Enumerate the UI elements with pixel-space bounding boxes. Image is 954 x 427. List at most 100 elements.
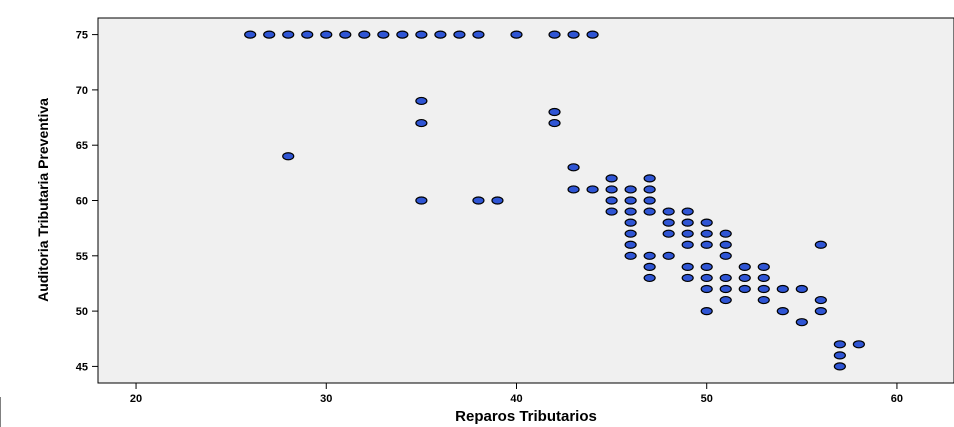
x-axis: 20 30 40 50 60 bbox=[130, 383, 903, 405]
x-tick-label: 40 bbox=[510, 393, 522, 405]
data-point bbox=[681, 240, 694, 249]
data-point bbox=[719, 295, 732, 305]
data-point bbox=[643, 196, 656, 205]
data-point bbox=[814, 307, 827, 316]
data-point bbox=[814, 295, 827, 305]
data-point bbox=[757, 295, 770, 305]
data-point bbox=[738, 262, 751, 271]
data-point bbox=[700, 262, 713, 271]
data-point bbox=[548, 118, 561, 128]
data-point bbox=[491, 196, 504, 205]
data-point bbox=[624, 196, 637, 205]
data-point bbox=[548, 107, 561, 117]
data-point bbox=[643, 174, 656, 183]
data-point bbox=[700, 284, 713, 294]
data-point bbox=[624, 185, 637, 194]
x-tick-label: 50 bbox=[701, 393, 713, 405]
data-point bbox=[757, 262, 770, 271]
data-point bbox=[415, 118, 428, 128]
y-axis: 45 50 55 60 65 70 75 bbox=[76, 30, 98, 373]
data-point bbox=[700, 229, 713, 238]
data-point bbox=[624, 240, 637, 249]
plot-area bbox=[97, 17, 954, 384]
y-tick-label: 50 bbox=[76, 306, 88, 318]
data-point bbox=[415, 196, 428, 205]
data-point bbox=[624, 229, 637, 238]
data-point bbox=[567, 30, 580, 39]
data-point bbox=[738, 273, 751, 283]
data-point bbox=[624, 218, 637, 227]
data-point bbox=[605, 174, 618, 183]
y-axis-title: Auditoria Tributaria Preventiva bbox=[35, 98, 51, 302]
data-point bbox=[700, 240, 713, 249]
data-point bbox=[795, 284, 808, 294]
data-point bbox=[358, 30, 371, 39]
data-point bbox=[700, 307, 713, 316]
data-point bbox=[757, 284, 770, 294]
data-point bbox=[643, 273, 656, 283]
data-point bbox=[643, 262, 656, 271]
y-tick-label: 70 bbox=[76, 85, 88, 97]
x-tick-label: 20 bbox=[130, 393, 142, 405]
data-point bbox=[833, 340, 846, 349]
data-point bbox=[719, 251, 732, 260]
data-point bbox=[472, 196, 485, 205]
data-points bbox=[244, 30, 865, 371]
data-point bbox=[586, 30, 599, 39]
data-point bbox=[643, 207, 656, 216]
data-point bbox=[662, 251, 675, 260]
data-point bbox=[510, 30, 523, 39]
data-point bbox=[662, 218, 675, 227]
data-point bbox=[415, 96, 428, 106]
data-point bbox=[548, 30, 561, 39]
x-axis-title: Reparos Tributarios bbox=[455, 408, 597, 425]
data-point bbox=[643, 185, 656, 194]
data-point bbox=[282, 30, 295, 39]
data-point bbox=[852, 340, 865, 349]
data-point bbox=[662, 229, 675, 238]
data-point bbox=[301, 30, 314, 39]
data-point bbox=[776, 284, 789, 294]
data-point bbox=[719, 229, 732, 238]
data-point bbox=[757, 273, 770, 283]
data-point bbox=[586, 185, 599, 194]
data-point bbox=[415, 30, 428, 39]
data-point bbox=[453, 30, 466, 39]
data-point bbox=[605, 185, 618, 194]
x-tick-label: 60 bbox=[891, 393, 903, 405]
data-point bbox=[339, 30, 352, 39]
y-tick-label: 60 bbox=[76, 196, 88, 208]
data-point bbox=[681, 262, 694, 271]
data-point bbox=[624, 251, 637, 260]
data-point bbox=[833, 351, 846, 360]
data-point bbox=[282, 152, 295, 161]
data-point bbox=[681, 207, 694, 216]
data-point bbox=[662, 207, 675, 216]
data-point bbox=[738, 284, 751, 294]
data-point bbox=[434, 30, 447, 39]
data-point bbox=[472, 30, 485, 39]
y-tick-label: 65 bbox=[76, 140, 88, 152]
data-point bbox=[681, 218, 694, 227]
x-tick-label: 30 bbox=[320, 393, 332, 405]
data-point bbox=[700, 218, 713, 227]
data-point bbox=[833, 362, 846, 371]
data-point bbox=[263, 30, 276, 39]
data-point bbox=[605, 207, 618, 216]
data-point bbox=[814, 240, 827, 249]
data-point bbox=[396, 30, 409, 39]
data-point bbox=[605, 196, 618, 205]
data-point bbox=[681, 229, 694, 238]
data-point bbox=[776, 307, 789, 316]
data-point bbox=[719, 273, 732, 283]
y-tick-label: 55 bbox=[76, 251, 88, 263]
data-point bbox=[643, 251, 656, 260]
y-tick-label: 45 bbox=[76, 361, 88, 373]
data-point bbox=[567, 163, 580, 172]
data-point bbox=[377, 30, 390, 39]
data-point bbox=[624, 207, 637, 216]
data-point bbox=[700, 273, 713, 283]
data-point bbox=[719, 240, 732, 249]
data-point bbox=[681, 273, 694, 283]
